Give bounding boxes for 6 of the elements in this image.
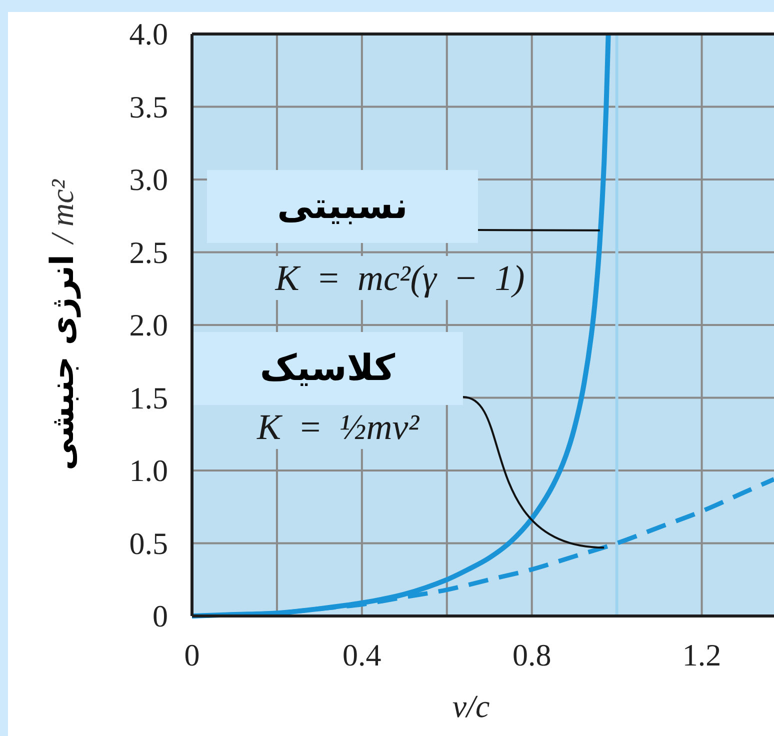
xlabel: v/c [452, 688, 490, 724]
annotation: کلاسیک [192, 332, 463, 405]
annotation: کلاسیک [260, 348, 396, 389]
annotation: K = ½mv² [256, 407, 420, 447]
annotation: نسبیتی [207, 170, 478, 243]
annotation: نسبیتی [277, 186, 408, 227]
